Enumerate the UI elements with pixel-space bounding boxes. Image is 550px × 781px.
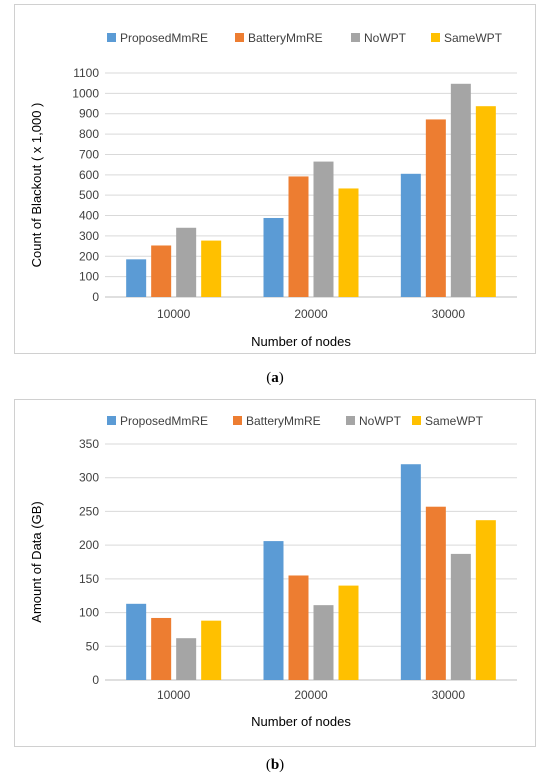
y-tick-label: 700 <box>79 147 99 161</box>
bar-nowpt <box>450 553 471 680</box>
legend-swatch <box>346 416 355 425</box>
legend-label: SameWPT <box>444 31 503 45</box>
y-tick-label: 250 <box>79 504 99 518</box>
chart-panel-a: 0 100 200 300 400 500 600 700 800 900 1000 1100 1000… <box>14 4 536 354</box>
y-axis-title: Count of Blackout ( x 1,000 ) <box>29 103 44 268</box>
bar-batterymmre <box>425 119 446 297</box>
y-tick-label: 500 <box>79 188 99 202</box>
legend-label: ProposedMmRE <box>120 31 208 45</box>
bar-samewpt <box>338 188 359 297</box>
bar-proposedmmre <box>400 173 421 297</box>
bar-proposedmmre <box>126 603 147 680</box>
bar-samewpt <box>201 240 222 297</box>
bar-samewpt <box>201 620 222 680</box>
x-tick-label: 20000 <box>294 307 328 321</box>
legend-swatch <box>412 416 421 425</box>
bar-nowpt <box>176 227 197 297</box>
bar-nowpt <box>313 605 334 680</box>
chart-panel-b: 0 50 100 150 200 250 300 350 10000 20000 30000 Prop… <box>14 399 536 747</box>
blackout-chart: 0 100 200 300 400 500 600 700 800 900 1000 1100 1000… <box>29 31 517 349</box>
legend-label: ProposedMmRE <box>120 414 208 428</box>
legend-label: BatteryMmRE <box>248 31 323 45</box>
caption-a: (a) <box>266 370 284 386</box>
bar-nowpt <box>313 161 334 297</box>
y-axis-title: Amount of Data (GB) <box>29 501 44 622</box>
bar-samewpt <box>475 106 496 298</box>
bar-batterymmre <box>425 506 446 680</box>
bar-proposedmmre <box>400 464 421 680</box>
x-tick-label: 10000 <box>157 688 191 702</box>
legend-label: NoWPT <box>359 414 402 428</box>
bar-batterymmre <box>151 245 172 297</box>
legend-swatch <box>107 33 116 42</box>
bar-proposedmmre <box>126 259 147 297</box>
y-tick-label: 1000 <box>72 86 99 100</box>
y-tick-label: 100 <box>79 270 99 284</box>
x-tick-label: 20000 <box>294 688 328 702</box>
legend-label: BatteryMmRE <box>246 414 321 428</box>
y-tick-label: 1100 <box>73 66 99 80</box>
y-tick-label: 900 <box>79 107 99 121</box>
bar-nowpt <box>450 83 471 297</box>
y-tick-label: 100 <box>79 606 99 620</box>
data-amount-chart: 0 50 100 150 200 250 300 350 10000 20000 30000 Prop… <box>29 414 517 729</box>
bar-proposedmmre <box>263 217 284 297</box>
legend-swatch <box>351 33 360 42</box>
y-tick-label: 200 <box>79 249 99 263</box>
caption-b: (b) <box>265 757 285 773</box>
caption-b-letter: b <box>270 757 280 773</box>
legend-swatch <box>107 416 116 425</box>
bar-proposedmmre <box>263 541 284 680</box>
bar-batterymmre <box>151 617 172 680</box>
bar-nowpt <box>176 638 197 680</box>
y-tick-label: 300 <box>79 229 99 243</box>
y-tick-label: 50 <box>86 639 100 653</box>
x-axis-title: Number of nodes <box>251 714 351 729</box>
bar-samewpt <box>338 585 359 680</box>
bar-batterymmre <box>288 575 309 680</box>
legend-label: NoWPT <box>364 31 407 45</box>
y-tick-label: 600 <box>79 168 99 182</box>
caption-a-letter: a <box>271 370 279 386</box>
y-tick-label: 400 <box>79 209 99 223</box>
y-tick-label: 0 <box>92 290 99 304</box>
y-tick-label: 200 <box>79 538 99 552</box>
x-tick-label: 30000 <box>432 688 466 702</box>
bar-samewpt <box>475 520 496 680</box>
legend-swatch <box>233 416 242 425</box>
y-tick-label: 150 <box>79 572 99 586</box>
legend-swatch <box>431 33 440 42</box>
y-tick-label: 800 <box>79 127 99 141</box>
x-tick-label: 10000 <box>157 307 191 321</box>
y-tick-label: 0 <box>92 673 99 687</box>
y-tick-label: 350 <box>79 437 99 451</box>
legend-swatch <box>235 33 244 42</box>
x-tick-label: 30000 <box>432 307 466 321</box>
x-axis-title: Number of nodes <box>251 334 351 349</box>
y-tick-label: 300 <box>79 471 99 485</box>
bar-batterymmre <box>288 176 309 297</box>
legend-label: SameWPT <box>425 414 484 428</box>
